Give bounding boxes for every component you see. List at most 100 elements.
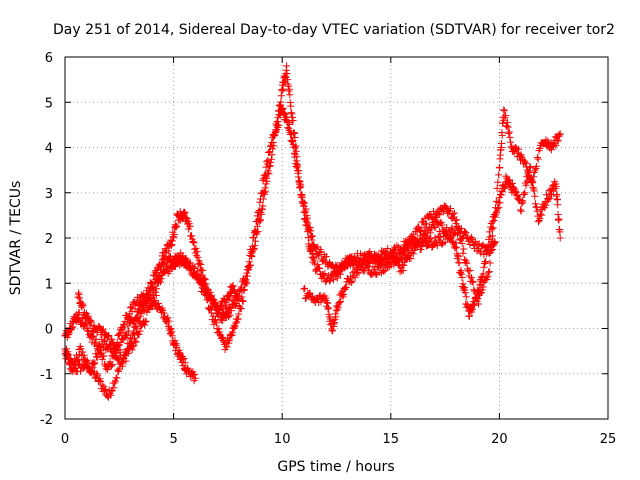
data-point [322,278,330,286]
data-point [459,249,467,257]
data-point [430,215,438,223]
data-point [132,314,140,322]
data-point [184,260,192,268]
data-point [82,359,90,367]
data-point [302,218,310,226]
data-point [153,269,161,277]
data-point [555,131,563,139]
data-point [118,335,126,343]
data-point [113,342,121,350]
data-point [256,198,264,206]
data-point [303,222,311,230]
data-point [324,304,332,312]
y-tick-label: 2 [45,232,53,247]
data-point [298,191,306,199]
data-point [265,162,273,170]
y-axis: -2 -1 0 1 2 3 4 5 6 [40,51,608,428]
data-point [121,351,129,359]
data-point [415,223,423,231]
data-point [329,327,337,335]
data-point [125,327,133,335]
data-point [447,205,455,213]
y-tick-label: 3 [45,187,53,202]
data-point [211,317,219,325]
data-point [546,190,554,198]
data-point [436,211,444,219]
data-point [476,247,484,255]
data-point [515,195,523,203]
data-point [321,270,329,278]
data-point [171,337,179,345]
data-point [517,207,525,215]
data-point [374,259,382,267]
data-point [449,210,457,218]
data-point [366,248,374,256]
data-point [135,330,143,338]
data-point [129,329,137,337]
data-point [534,218,542,226]
data-point [503,122,511,130]
data-point [73,355,81,363]
data-point [253,222,261,230]
data-point [237,305,245,313]
data-point [190,239,198,247]
data-point [536,215,544,223]
y-tick-label: -1 [40,368,53,383]
data-point [123,331,131,339]
data-point [128,346,136,354]
data-point [404,253,412,261]
data-point [350,257,358,265]
data-point [314,261,322,269]
data-point [304,228,312,236]
data-point [554,201,562,209]
data-point [84,312,92,320]
data-point [346,273,354,281]
data-point [270,132,278,140]
data-point [496,199,504,207]
data-point [91,338,99,346]
data-point [137,322,145,330]
data-point [438,221,446,229]
data-point [112,343,120,351]
data-point [265,170,273,178]
data-point [131,323,139,331]
data-point [552,183,560,191]
data-point [141,318,149,326]
data-point [300,208,308,216]
data-point [143,289,151,297]
data-point [268,151,276,159]
data-point [335,299,343,307]
data-point [522,159,530,167]
data-point [507,138,515,146]
data-point [554,137,562,145]
data-point [479,270,487,278]
data-point [181,359,189,367]
data-point [538,211,546,219]
data-point [79,302,87,310]
data-point [492,197,500,205]
data-point [496,164,504,172]
data-point [491,239,499,247]
data-point [189,237,197,245]
data-point [153,285,161,293]
data-point [263,177,271,185]
data-point [322,253,330,261]
data-point [275,107,283,115]
data-point [144,295,152,303]
data-point [131,337,139,345]
data-point [388,249,396,257]
data-point [523,163,531,171]
data-point [156,272,164,280]
data-point [468,277,476,285]
data-point [525,172,533,180]
data-point [416,226,424,234]
data-point [485,268,493,276]
data-point [515,145,523,153]
data-point [236,304,244,312]
data-points [61,62,564,401]
data-point [101,337,109,345]
data-point [286,91,294,99]
data-point [161,254,169,262]
data-point [225,336,233,344]
x-axis-label: GPS time / hours [277,459,394,475]
